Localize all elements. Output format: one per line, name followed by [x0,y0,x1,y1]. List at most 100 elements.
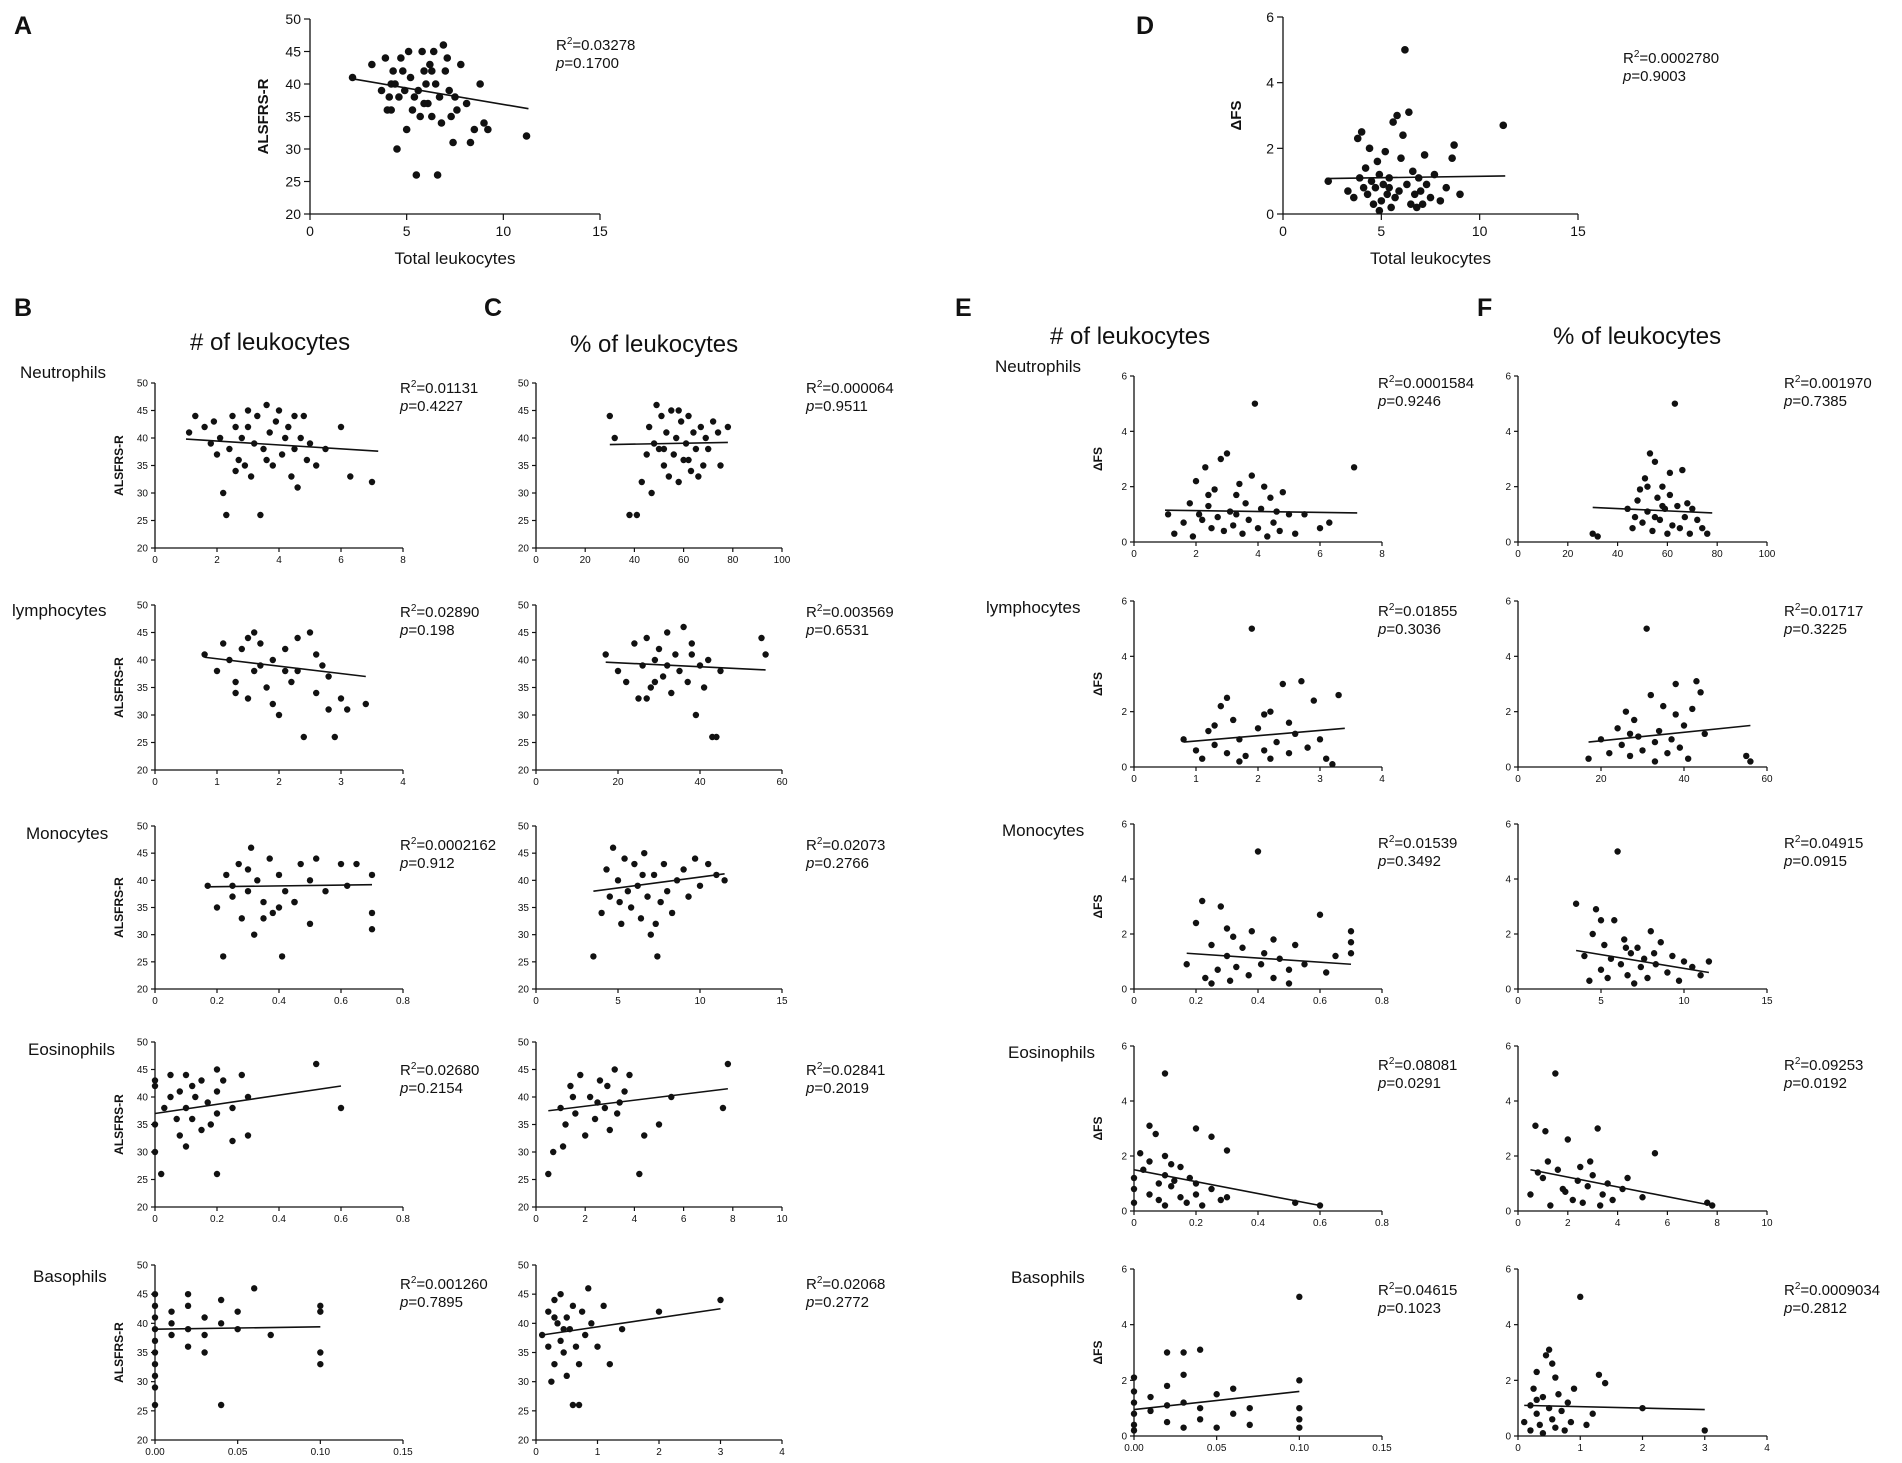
y-tick-label: 50 [285,11,301,27]
data-point [1585,755,1592,762]
x-tick-label: 4 [400,777,406,788]
data-point [1589,1410,1596,1417]
x-tick-label: 0 [1515,996,1521,1007]
column-title-c: % of leukocytes [570,331,738,358]
data-point [1147,1393,1154,1401]
data-point [1383,190,1392,199]
data-point [1589,930,1596,938]
data-point [1130,1174,1138,1182]
data-point [1353,134,1362,143]
row-label-monocytes-right: Monocytes [1002,821,1084,840]
x-tick-label: 2 [582,1214,588,1225]
x-tick-label: 0 [1515,1218,1521,1229]
data-point [393,145,401,153]
row-label-basophils-left: Basophils [33,1267,107,1286]
data-point [545,1343,552,1350]
data-point [685,412,692,420]
y-tick-label: 0 [1121,985,1127,996]
y-tick-label: 30 [137,930,149,941]
y-tick-label: 0 [1121,538,1127,549]
data-point [406,73,415,82]
x-tick-label: 0.6 [1313,996,1327,1007]
data-point [1527,1402,1534,1409]
x-tick-label: 0 [1131,774,1137,785]
data-point [1161,1202,1169,1209]
x-tick-label: 15 [592,223,608,239]
data-point [213,904,221,911]
y-tick-label: 20 [518,1203,530,1214]
p-value-label: p=0.3225 [1783,621,1847,638]
data-point [655,645,663,653]
y-tick-label: 35 [518,683,530,694]
x-tick-label: 0.6 [334,1214,348,1225]
data-point [151,1290,159,1298]
data-point [1130,1410,1138,1417]
data-point [1583,1421,1590,1429]
data-point [344,706,351,713]
x-axis-label: Total leukocytes [1370,249,1491,268]
data-point [560,1349,567,1356]
data-point [229,1137,236,1145]
data-point [1363,190,1372,199]
regression-line [548,1087,728,1112]
data-point [1694,516,1701,524]
data-point [1639,747,1646,754]
data-point [721,877,728,884]
data-point [1436,197,1445,205]
data-point [1647,928,1655,935]
data-point [263,456,270,464]
data-point [1155,1180,1163,1187]
y-tick-label: 25 [285,174,301,190]
data-point [1572,900,1580,907]
data-point [647,931,654,938]
data-point [1257,961,1265,968]
y-tick-label: 6 [1121,1265,1127,1276]
data-point [244,1132,252,1139]
data-point [247,844,255,851]
data-point [1699,524,1706,532]
data-point [1161,1172,1169,1179]
regression-line [1186,952,1352,966]
data-point [1611,917,1618,924]
x-tick-label: 0.4 [272,1214,286,1225]
r-squared-label: R2=0.001970 [1784,374,1872,392]
data-point [1597,736,1605,743]
data-point [207,440,214,447]
data-point [614,667,622,675]
data-point [1651,758,1659,765]
data-point [1146,1122,1153,1129]
data-point [1650,950,1658,957]
y-tick-label: 6 [1121,597,1127,608]
data-point [1671,400,1679,407]
data-point [705,445,712,453]
y-tick-label: 0 [1121,1207,1127,1218]
data-point [660,445,668,453]
chart-b4: 20 25 30 35 40 45 50 0 0.2 0.4 0.6 0.8 ALSFRS-R R2=0.… [112,1038,479,1226]
data-point [705,656,712,664]
y-tick-label: 0 [1505,1432,1511,1443]
data-point [1301,961,1308,968]
data-point [368,926,376,933]
y-tick-label: 50 [137,1038,149,1049]
data-point [1296,1424,1303,1431]
data-point [1681,513,1689,521]
data-point [414,86,423,95]
data-point [1405,108,1413,117]
y-tick-label: 50 [137,601,149,612]
data-point [1246,1404,1253,1412]
r-squared-label: R2=0.01539 [1378,834,1457,852]
data-point [1180,1349,1187,1356]
data-point [1130,1199,1138,1206]
data-point [244,1093,252,1101]
data-point [306,440,314,447]
data-point [151,1148,159,1156]
data-point [462,99,471,108]
data-point [1230,1410,1237,1417]
data-point [1399,131,1407,139]
y-tick-label: 2 [1121,930,1127,941]
data-point [563,1372,570,1380]
data-point [551,1360,558,1368]
data-point [659,673,667,680]
